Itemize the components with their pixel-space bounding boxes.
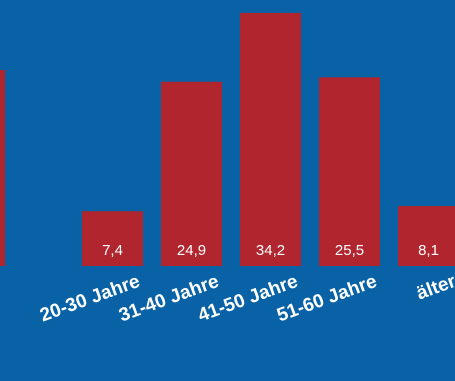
category-label-4: älter <box>414 271 455 305</box>
value-label-3: 25,5 <box>335 242 364 259</box>
bar-1 <box>161 81 222 267</box>
bar-0 <box>82 211 143 266</box>
bar-partial-left <box>0 70 5 266</box>
value-label-2: 34,2 <box>256 242 285 259</box>
bar-2 <box>240 12 301 267</box>
bar-3 <box>319 77 380 266</box>
bar-4 <box>398 206 455 266</box>
value-label-4: 8,1 <box>418 242 439 259</box>
bars-group <box>0 12 455 267</box>
value-label-0: 7,4 <box>102 242 123 259</box>
value-labels-group: 7,4 24,9 34,2 25,5 8,1 <box>102 242 439 259</box>
value-label-1: 24,9 <box>177 242 206 259</box>
